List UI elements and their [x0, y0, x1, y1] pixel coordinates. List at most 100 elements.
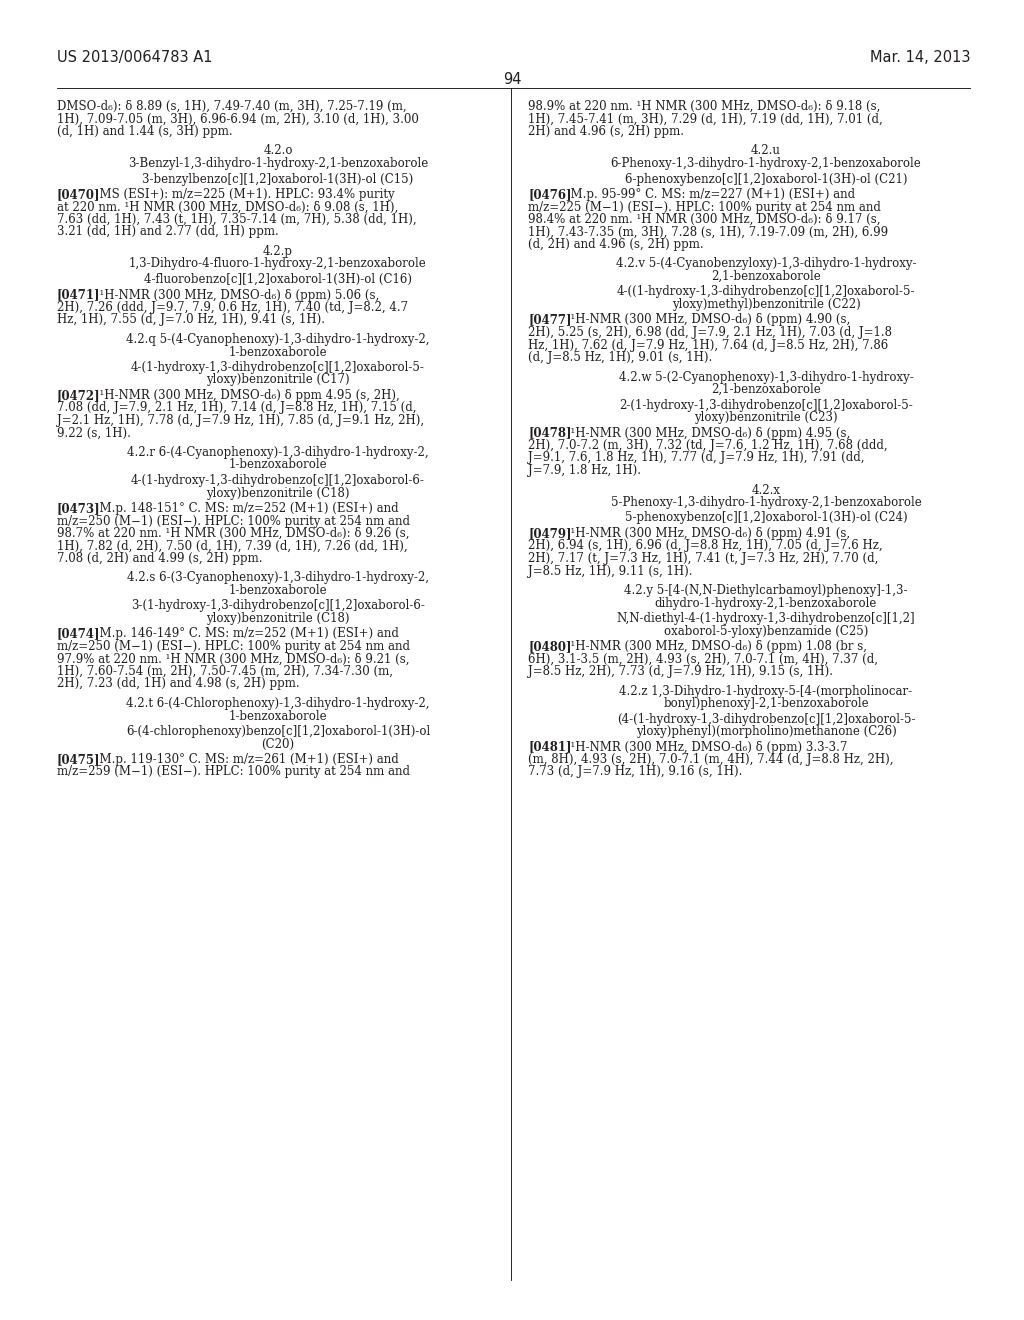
Text: Mar. 14, 2013: Mar. 14, 2013	[869, 50, 970, 65]
Text: yloxy)methyl)benzonitrile (C22): yloxy)methyl)benzonitrile (C22)	[672, 298, 860, 312]
Text: ¹H-NMR (300 MHz, DMSO-d₆) δ (ppm) 4.90 (s,: ¹H-NMR (300 MHz, DMSO-d₆) δ (ppm) 4.90 (…	[562, 314, 850, 326]
Text: 98.4% at 220 nm. ¹H NMR (300 MHz, DMSO-d₆): δ 9.17 (s,: 98.4% at 220 nm. ¹H NMR (300 MHz, DMSO-d…	[528, 213, 881, 226]
Text: 4.2.p: 4.2.p	[263, 246, 293, 257]
Text: ¹H-NMR (300 MHz, DMSO-d₆) δ (ppm) 3.3-3.7: ¹H-NMR (300 MHz, DMSO-d₆) δ (ppm) 3.3-3.…	[562, 741, 847, 754]
Text: [0477]: [0477]	[528, 314, 571, 326]
Text: M.p. 119-130° C. MS: m/z=261 (M+1) (ESI+) and: M.p. 119-130° C. MS: m/z=261 (M+1) (ESI+…	[91, 752, 398, 766]
Text: (m, 8H), 4.93 (s, 2H), 7.0-7.1 (m, 4H), 7.44 (d, J=8.8 Hz, 2H),: (m, 8H), 4.93 (s, 2H), 7.0-7.1 (m, 4H), …	[528, 752, 894, 766]
Text: 98.7% at 220 nm. ¹H NMR (300 MHz, DMSO-d₆): δ 9.26 (s,: 98.7% at 220 nm. ¹H NMR (300 MHz, DMSO-d…	[57, 527, 410, 540]
Text: 3.21 (dd, 1H) and 2.77 (dd, 1H) ppm.: 3.21 (dd, 1H) and 2.77 (dd, 1H) ppm.	[57, 226, 279, 239]
Text: yloxy)benzonitrile (C23): yloxy)benzonitrile (C23)	[694, 411, 838, 424]
Text: J=9.1, 7.6, 1.8 Hz, 1H), 7.77 (d, J=7.9 Hz, 1H), 7.91 (dd,: J=9.1, 7.6, 1.8 Hz, 1H), 7.77 (d, J=7.9 …	[528, 451, 864, 465]
Text: 1H), 7.43-7.35 (m, 3H), 7.28 (s, 1H), 7.19-7.09 (m, 2H), 6.99: 1H), 7.43-7.35 (m, 3H), 7.28 (s, 1H), 7.…	[528, 226, 888, 239]
Text: 4.2.v 5-(4-Cyanobenzyloxy)-1,3-dihydro-1-hydroxy-: 4.2.v 5-(4-Cyanobenzyloxy)-1,3-dihydro-1…	[615, 257, 916, 271]
Text: [0476]: [0476]	[528, 187, 571, 201]
Text: 2,1-benzoxaborole: 2,1-benzoxaborole	[711, 383, 821, 396]
Text: m/z=225 (M−1) (ESI−). HPLC: 100% purity at 254 nm and: m/z=225 (M−1) (ESI−). HPLC: 100% purity …	[528, 201, 881, 214]
Text: M.p. 148-151° C. MS: m/z=252 (M+1) (ESI+) and: M.p. 148-151° C. MS: m/z=252 (M+1) (ESI+…	[91, 502, 398, 515]
Text: 4.2.o: 4.2.o	[263, 144, 293, 157]
Text: 2H) and 4.96 (s, 2H) ppm.: 2H) and 4.96 (s, 2H) ppm.	[528, 125, 684, 139]
Text: ¹H-NMR (300 MHz, DMSO-d₆) δ (ppm) 4.95 (s,: ¹H-NMR (300 MHz, DMSO-d₆) δ (ppm) 4.95 (…	[562, 426, 850, 440]
Text: ¹H-NMR (300 MHz, DMSO-d₆) δ (ppm) 4.91 (s,: ¹H-NMR (300 MHz, DMSO-d₆) δ (ppm) 4.91 (…	[562, 527, 850, 540]
Text: ¹H-NMR (300 MHz, DMSO-d₆) δ ppm 4.95 (s, 2H),: ¹H-NMR (300 MHz, DMSO-d₆) δ ppm 4.95 (s,…	[91, 389, 399, 403]
Text: 2-(1-hydroxy-1,3-dihydrobenzo[c][1,2]oxaborol-5-: 2-(1-hydroxy-1,3-dihydrobenzo[c][1,2]oxa…	[620, 399, 912, 412]
Text: 4.2.y 5-[4-(N,N-Diethylcarbamoyl)phenoxy]-1,3-: 4.2.y 5-[4-(N,N-Diethylcarbamoyl)phenoxy…	[625, 583, 907, 597]
Text: J=2.1 Hz, 1H), 7.78 (d, J=7.9 Hz, 1H), 7.85 (d, J=9.1 Hz, 2H),: J=2.1 Hz, 1H), 7.78 (d, J=7.9 Hz, 1H), 7…	[57, 414, 424, 426]
Text: [0472]: [0472]	[57, 389, 100, 403]
Text: 4.2.t 6-(4-Chlorophenoxy)-1,3-dihydro-1-hydroxy-2,: 4.2.t 6-(4-Chlorophenoxy)-1,3-dihydro-1-…	[126, 697, 430, 710]
Text: [0481]: [0481]	[528, 741, 571, 754]
Text: (4-(1-hydroxy-1,3-dihydrobenzo[c][1,2]oxaborol-5-: (4-(1-hydroxy-1,3-dihydrobenzo[c][1,2]ox…	[616, 713, 915, 726]
Text: 2H), 6.94 (s, 1H), 6.96 (d, J=8.8 Hz, 1H), 7.05 (d, J=7.6 Hz,: 2H), 6.94 (s, 1H), 6.96 (d, J=8.8 Hz, 1H…	[528, 540, 883, 553]
Text: 94: 94	[503, 73, 521, 87]
Text: (C20): (C20)	[261, 738, 295, 751]
Text: ¹H-NMR (300 MHz, DMSO-d₆) δ (ppm) 5.06 (s,: ¹H-NMR (300 MHz, DMSO-d₆) δ (ppm) 5.06 (…	[91, 289, 379, 301]
Text: [0480]: [0480]	[528, 640, 571, 653]
Text: oxaborol-5-yloxy)benzamide (C25): oxaborol-5-yloxy)benzamide (C25)	[664, 624, 868, 638]
Text: [0471]: [0471]	[57, 289, 100, 301]
Text: 2H), 7.23 (dd, 1H) and 4.98 (s, 2H) ppm.: 2H), 7.23 (dd, 1H) and 4.98 (s, 2H) ppm.	[57, 677, 300, 690]
Text: 1-benzoxaborole: 1-benzoxaborole	[228, 583, 328, 597]
Text: N,N-diethyl-4-(1-hydroxy-1,3-dihydrobenzo[c][1,2]: N,N-diethyl-4-(1-hydroxy-1,3-dihydrobenz…	[616, 612, 915, 624]
Text: 7.08 (d, 2H) and 4.99 (s, 2H) ppm.: 7.08 (d, 2H) and 4.99 (s, 2H) ppm.	[57, 552, 262, 565]
Text: (d, J=8.5 Hz, 1H), 9.01 (s, 1H).: (d, J=8.5 Hz, 1H), 9.01 (s, 1H).	[528, 351, 713, 364]
Text: J=7.9, 1.8 Hz, 1H).: J=7.9, 1.8 Hz, 1H).	[528, 465, 641, 477]
Text: 97.9% at 220 nm. ¹H NMR (300 MHz, DMSO-d₆): δ 9.21 (s,: 97.9% at 220 nm. ¹H NMR (300 MHz, DMSO-d…	[57, 652, 410, 665]
Text: 1,3-Dihydro-4-fluoro-1-hydroxy-2,1-benzoxaborole: 1,3-Dihydro-4-fluoro-1-hydroxy-2,1-benzo…	[129, 257, 427, 271]
Text: [0473]: [0473]	[57, 502, 100, 515]
Text: yloxy)benzonitrile (C17): yloxy)benzonitrile (C17)	[206, 374, 350, 387]
Text: yloxy)phenyl)(morpholino)methanone (C26): yloxy)phenyl)(morpholino)methanone (C26)	[636, 725, 896, 738]
Text: bonyl)phenoxy]-2,1-benzoxaborole: bonyl)phenoxy]-2,1-benzoxaborole	[664, 697, 868, 710]
Text: 7.73 (d, J=7.9 Hz, 1H), 9.16 (s, 1H).: 7.73 (d, J=7.9 Hz, 1H), 9.16 (s, 1H).	[528, 766, 742, 779]
Text: 1-benzoxaborole: 1-benzoxaborole	[228, 458, 328, 471]
Text: MS (ESI+): m/z=225 (M+1). HPLC: 93.4% purity: MS (ESI+): m/z=225 (M+1). HPLC: 93.4% pu…	[91, 187, 394, 201]
Text: 1H), 7.09-7.05 (m, 3H), 6.96-6.94 (m, 2H), 3.10 (d, 1H), 3.00: 1H), 7.09-7.05 (m, 3H), 6.96-6.94 (m, 2H…	[57, 112, 419, 125]
Text: 98.9% at 220 nm. ¹H NMR (300 MHz, DMSO-d₆): δ 9.18 (s,: 98.9% at 220 nm. ¹H NMR (300 MHz, DMSO-d…	[528, 100, 881, 114]
Text: Hz, 1H), 7.55 (d, J=7.0 Hz, 1H), 9.41 (s, 1H).: Hz, 1H), 7.55 (d, J=7.0 Hz, 1H), 9.41 (s…	[57, 314, 325, 326]
Text: 1-benzoxaborole: 1-benzoxaborole	[228, 346, 328, 359]
Text: m/z=250 (M−1) (ESI−). HPLC: 100% purity at 254 nm and: m/z=250 (M−1) (ESI−). HPLC: 100% purity …	[57, 640, 410, 653]
Text: (d, 1H) and 1.44 (s, 3H) ppm.: (d, 1H) and 1.44 (s, 3H) ppm.	[57, 125, 232, 139]
Text: 6-Phenoxy-1,3-dihydro-1-hydroxy-2,1-benzoxaborole: 6-Phenoxy-1,3-dihydro-1-hydroxy-2,1-benz…	[610, 157, 922, 170]
Text: dihydro-1-hydroxy-2,1-benzoxaborole: dihydro-1-hydroxy-2,1-benzoxaborole	[654, 597, 878, 610]
Text: 4-(1-hydroxy-1,3-dihydrobenzo[c][1,2]oxaborol-5-: 4-(1-hydroxy-1,3-dihydrobenzo[c][1,2]oxa…	[131, 360, 425, 374]
Text: 3-(1-hydroxy-1,3-dihydrobenzo[c][1,2]oxaborol-6-: 3-(1-hydroxy-1,3-dihydrobenzo[c][1,2]oxa…	[131, 599, 425, 612]
Text: 4.2.x: 4.2.x	[752, 483, 780, 496]
Text: [0479]: [0479]	[528, 527, 571, 540]
Text: 6-phenoxybenzo[c][1,2]oxaborol-1(3H)-ol (C21): 6-phenoxybenzo[c][1,2]oxaborol-1(3H)-ol …	[625, 173, 907, 186]
Text: [0478]: [0478]	[528, 426, 571, 440]
Text: (d, 2H) and 4.96 (s, 2H) ppm.: (d, 2H) and 4.96 (s, 2H) ppm.	[528, 238, 703, 251]
Text: 2,1-benzoxaborole: 2,1-benzoxaborole	[711, 271, 821, 282]
Text: 2H), 7.26 (ddd, J=9.7, 7.9, 0.6 Hz, 1H), 7.40 (td, J=8.2, 4.7: 2H), 7.26 (ddd, J=9.7, 7.9, 0.6 Hz, 1H),…	[57, 301, 409, 314]
Text: 4-((1-hydroxy-1,3-dihydrobenzo[c][1,2]oxaborol-5-: 4-((1-hydroxy-1,3-dihydrobenzo[c][1,2]ox…	[616, 285, 915, 298]
Text: 4.2.s 6-(3-Cyanophenoxy)-1,3-dihydro-1-hydroxy-2,: 4.2.s 6-(3-Cyanophenoxy)-1,3-dihydro-1-h…	[127, 572, 429, 585]
Text: 6H), 3.1-3.5 (m, 2H), 4.93 (s, 2H), 7.0-7.1 (m, 4H), 7.37 (d,: 6H), 3.1-3.5 (m, 2H), 4.93 (s, 2H), 7.0-…	[528, 652, 878, 665]
Text: 3-benzylbenzo[c][1,2]oxaborol-1(3H)-ol (C15): 3-benzylbenzo[c][1,2]oxaborol-1(3H)-ol (…	[142, 173, 414, 186]
Text: 1-benzoxaborole: 1-benzoxaborole	[228, 710, 328, 722]
Text: 2H), 7.0-7.2 (m, 3H), 7.32 (td, J=7.6, 1.2 Hz, 1H), 7.68 (ddd,: 2H), 7.0-7.2 (m, 3H), 7.32 (td, J=7.6, 1…	[528, 440, 888, 451]
Text: 4-fluorobenzo[c][1,2]oxaborol-1(3H)-ol (C16): 4-fluorobenzo[c][1,2]oxaborol-1(3H)-ol (…	[144, 273, 412, 286]
Text: DMSO-d₆): δ 8.89 (s, 1H), 7.49-7.40 (m, 3H), 7.25-7.19 (m,: DMSO-d₆): δ 8.89 (s, 1H), 7.49-7.40 (m, …	[57, 100, 407, 114]
Text: 6-(4-chlorophenoxy)benzo[c][1,2]oxaborol-1(3H)-ol: 6-(4-chlorophenoxy)benzo[c][1,2]oxaborol…	[126, 725, 430, 738]
Text: 1H), 7.60-7.54 (m, 2H), 7.50-7.45 (m, 2H), 7.34-7.30 (m,: 1H), 7.60-7.54 (m, 2H), 7.50-7.45 (m, 2H…	[57, 665, 393, 678]
Text: m/z=259 (M−1) (ESI−). HPLC: 100% purity at 254 nm and: m/z=259 (M−1) (ESI−). HPLC: 100% purity …	[57, 766, 410, 779]
Text: 5-Phenoxy-1,3-dihydro-1-hydroxy-2,1-benzoxaborole: 5-Phenoxy-1,3-dihydro-1-hydroxy-2,1-benz…	[610, 496, 922, 510]
Text: 4.2.u: 4.2.u	[751, 144, 781, 157]
Text: 2H), 7.17 (t, J=7.3 Hz, 1H), 7.41 (t, J=7.3 Hz, 2H), 7.70 (d,: 2H), 7.17 (t, J=7.3 Hz, 1H), 7.41 (t, J=…	[528, 552, 879, 565]
Text: 4.2.q 5-(4-Cyanophenoxy)-1,3-dihydro-1-hydroxy-2,: 4.2.q 5-(4-Cyanophenoxy)-1,3-dihydro-1-h…	[126, 333, 430, 346]
Text: yloxy)benzonitrile (C18): yloxy)benzonitrile (C18)	[206, 487, 350, 499]
Text: at 220 nm. ¹H NMR (300 MHz, DMSO-d₆): δ 9.08 (s, 1H),: at 220 nm. ¹H NMR (300 MHz, DMSO-d₆): δ …	[57, 201, 398, 214]
Text: M.p. 146-149° C. MS: m/z=252 (M+1) (ESI+) and: M.p. 146-149° C. MS: m/z=252 (M+1) (ESI+…	[91, 627, 398, 640]
Text: 9.22 (s, 1H).: 9.22 (s, 1H).	[57, 426, 131, 440]
Text: Hz, 1H), 7.62 (d, J=7.9 Hz, 1H), 7.64 (d, J=8.5 Hz, 2H), 7.86: Hz, 1H), 7.62 (d, J=7.9 Hz, 1H), 7.64 (d…	[528, 338, 888, 351]
Text: J=8.5 Hz, 1H), 9.11 (s, 1H).: J=8.5 Hz, 1H), 9.11 (s, 1H).	[528, 565, 692, 578]
Text: 7.63 (dd, 1H), 7.43 (t, 1H), 7.35-7.14 (m, 7H), 5.38 (dd, 1H),: 7.63 (dd, 1H), 7.43 (t, 1H), 7.35-7.14 (…	[57, 213, 417, 226]
Text: M.p. 95-99° C. MS: m/z=227 (M+1) (ESI+) and: M.p. 95-99° C. MS: m/z=227 (M+1) (ESI+) …	[562, 187, 855, 201]
Text: m/z=250 (M−1) (ESI−). HPLC: 100% purity at 254 nm and: m/z=250 (M−1) (ESI−). HPLC: 100% purity …	[57, 515, 410, 528]
Text: 3-Benzyl-1,3-dihydro-1-hydroxy-2,1-benzoxaborole: 3-Benzyl-1,3-dihydro-1-hydroxy-2,1-benzo…	[128, 157, 428, 170]
Text: 2H), 5.25 (s, 2H), 6.98 (dd, J=7.9, 2.1 Hz, 1H), 7.03 (d, J=1.8: 2H), 5.25 (s, 2H), 6.98 (dd, J=7.9, 2.1 …	[528, 326, 892, 339]
Text: 4-(1-hydroxy-1,3-dihydrobenzo[c][1,2]oxaborol-6-: 4-(1-hydroxy-1,3-dihydrobenzo[c][1,2]oxa…	[131, 474, 425, 487]
Text: ¹H-NMR (300 MHz, DMSO-d₆) δ (ppm) 1.08 (br s,: ¹H-NMR (300 MHz, DMSO-d₆) δ (ppm) 1.08 (…	[562, 640, 866, 653]
Text: 1H), 7.45-7.41 (m, 3H), 7.29 (d, 1H), 7.19 (dd, 1H), 7.01 (d,: 1H), 7.45-7.41 (m, 3H), 7.29 (d, 1H), 7.…	[528, 112, 883, 125]
Text: 7.08 (dd, J=7.9, 2.1 Hz, 1H), 7.14 (d, J=8.8 Hz, 1H), 7.15 (d,: 7.08 (dd, J=7.9, 2.1 Hz, 1H), 7.14 (d, J…	[57, 401, 417, 414]
